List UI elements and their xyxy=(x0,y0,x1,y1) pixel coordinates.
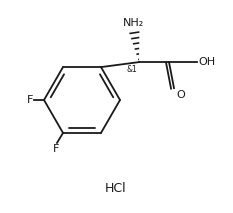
Text: &1: &1 xyxy=(126,65,137,74)
Text: HCl: HCl xyxy=(105,181,127,194)
Text: OH: OH xyxy=(198,57,215,67)
Text: NH₂: NH₂ xyxy=(123,18,145,28)
Text: O: O xyxy=(176,90,185,100)
Text: F: F xyxy=(27,95,33,105)
Text: F: F xyxy=(53,144,59,154)
